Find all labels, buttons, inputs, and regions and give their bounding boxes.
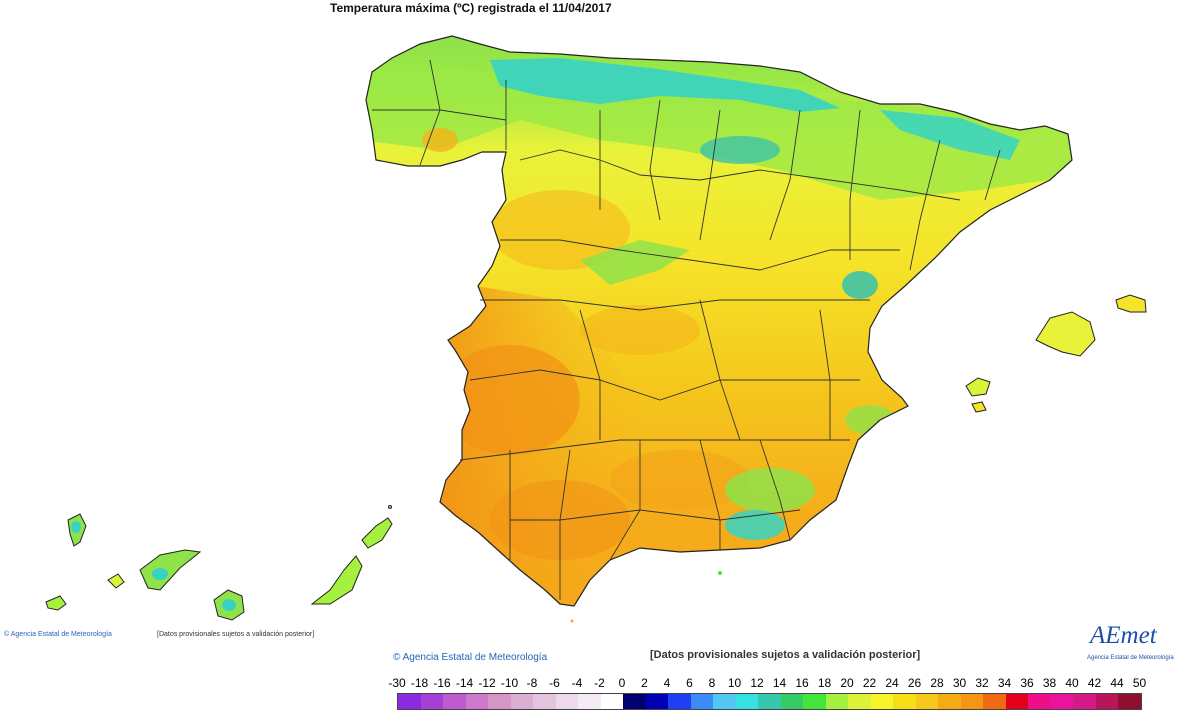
legend-swatch bbox=[420, 694, 443, 709]
aemet-logo: AEmet bbox=[1090, 622, 1157, 649]
legend-tick-label: 36 bbox=[1020, 676, 1034, 690]
legend-swatch bbox=[1050, 694, 1073, 709]
legend-swatch bbox=[825, 694, 848, 709]
legend-tick-label: 42 bbox=[1087, 676, 1102, 690]
ceuta-marker bbox=[570, 619, 574, 623]
legend-tick-label: 44 bbox=[1110, 676, 1124, 690]
legend-swatch bbox=[735, 694, 758, 709]
legend-swatch bbox=[668, 694, 691, 709]
legend-swatch bbox=[960, 694, 983, 709]
legend-tick-label: 38 bbox=[1042, 676, 1057, 690]
legend-swatch bbox=[488, 694, 511, 709]
province-borders bbox=[372, 59, 1001, 600]
legend-swatch bbox=[600, 694, 623, 709]
legend-tick-label: -2 bbox=[594, 676, 605, 690]
canary-islands bbox=[45, 505, 393, 621]
legend-swatch bbox=[758, 694, 781, 709]
aemet-logo-subtitle: Agencia Estatal de Meteorología bbox=[1087, 655, 1174, 661]
legend-tick-label: -16 bbox=[433, 676, 451, 690]
legend-tick-label: -14 bbox=[455, 676, 474, 690]
small-provisional-note: [Datos provisionales sujetos a validació… bbox=[157, 631, 315, 638]
legend-tick-label: -30 bbox=[388, 676, 406, 690]
legend-swatch bbox=[398, 694, 421, 709]
legend-swatch bbox=[510, 694, 533, 709]
legend-swatch bbox=[443, 694, 466, 709]
legend-swatch bbox=[848, 694, 871, 709]
legend-tick-label: 24 bbox=[885, 676, 899, 690]
legend-swatch bbox=[623, 694, 646, 709]
mainland-spain bbox=[365, 35, 1073, 607]
legend-tick-label: 40 bbox=[1065, 676, 1079, 690]
legend-swatch bbox=[780, 694, 803, 709]
legend-tick-label: 16 bbox=[795, 676, 809, 690]
legend-tick-label: 34 bbox=[997, 676, 1012, 690]
legend-tick-label: 50 bbox=[1132, 676, 1147, 690]
legend-labels: -30 -18 -16 -14 -12 -10 -8 -6 -4 -2 0 2 4 6 8 10 12 14 16 1… bbox=[0, 676, 1200, 692]
legend-swatch bbox=[983, 694, 1006, 709]
legend-tick-label: 26 bbox=[907, 676, 922, 690]
agency-credit: © Agencia Estatal de Meteorología bbox=[393, 652, 547, 663]
temperature-map bbox=[45, 35, 1147, 623]
legend-swatch bbox=[870, 694, 893, 709]
legend-swatch bbox=[533, 694, 556, 709]
alboran-marker bbox=[718, 571, 722, 575]
balearic-islands bbox=[965, 294, 1147, 413]
legend-tick-label: 0 bbox=[618, 676, 626, 690]
legend-swatch bbox=[713, 694, 736, 709]
legend-tick-label: -4 bbox=[571, 676, 583, 690]
legend-tick-label: 18 bbox=[817, 676, 832, 690]
legend-tick-label: 6 bbox=[686, 676, 693, 690]
small-credit-text: Agencia Estatal de Meteorología bbox=[10, 631, 112, 638]
legend-swatch bbox=[578, 694, 601, 709]
legend-tick-label: 10 bbox=[727, 676, 742, 690]
legend-swatch bbox=[690, 694, 713, 709]
legend-tick-label: 32 bbox=[975, 676, 989, 690]
legend-tick-label: 2 bbox=[641, 676, 648, 690]
legend-swatch bbox=[1028, 694, 1051, 709]
agency-credit-text: Agencia Estatal de Meteorología bbox=[402, 652, 548, 663]
legend-tick-label: 28 bbox=[930, 676, 944, 690]
legend-color-bar bbox=[397, 693, 1142, 710]
map-title: Temperatura máxima (ºC) registrada el 11… bbox=[330, 1, 612, 15]
legend-swatch bbox=[893, 694, 916, 709]
legend-tick-label: -18 bbox=[410, 676, 429, 690]
legend-tick-label: 14 bbox=[772, 676, 787, 690]
copyright-icon: © bbox=[393, 652, 401, 663]
legend-swatch bbox=[1118, 694, 1141, 709]
legend-swatch bbox=[938, 694, 961, 709]
legend-swatch bbox=[645, 694, 668, 709]
legend-swatch bbox=[915, 694, 938, 709]
legend-swatch bbox=[803, 694, 826, 709]
legend-tick-label: 30 bbox=[952, 676, 967, 690]
legend-swatch bbox=[1073, 694, 1096, 709]
copyright-icon: © bbox=[4, 631, 10, 638]
provisional-note: [Datos provisionales sujetos a validació… bbox=[650, 649, 921, 661]
legend-tick-label: 8 bbox=[708, 676, 716, 690]
legend-tick-label: 20 bbox=[840, 676, 854, 690]
legend-swatch bbox=[465, 694, 488, 709]
legend-swatch bbox=[1095, 694, 1118, 709]
legend-tick-label: 22 bbox=[862, 676, 877, 690]
legend-tick-label: 4 bbox=[663, 676, 671, 690]
legend-tick-label: -8 bbox=[526, 676, 538, 690]
legend-swatch bbox=[555, 694, 578, 709]
small-credit: © Agencia Estatal de Meteorología bbox=[4, 631, 112, 638]
legend-tick-label: -6 bbox=[549, 676, 560, 690]
legend-tick-label: 12 bbox=[750, 676, 764, 690]
legend-tick-label: -12 bbox=[478, 676, 496, 690]
legend-swatch bbox=[1005, 694, 1028, 709]
legend-tick-label: -10 bbox=[500, 676, 519, 690]
